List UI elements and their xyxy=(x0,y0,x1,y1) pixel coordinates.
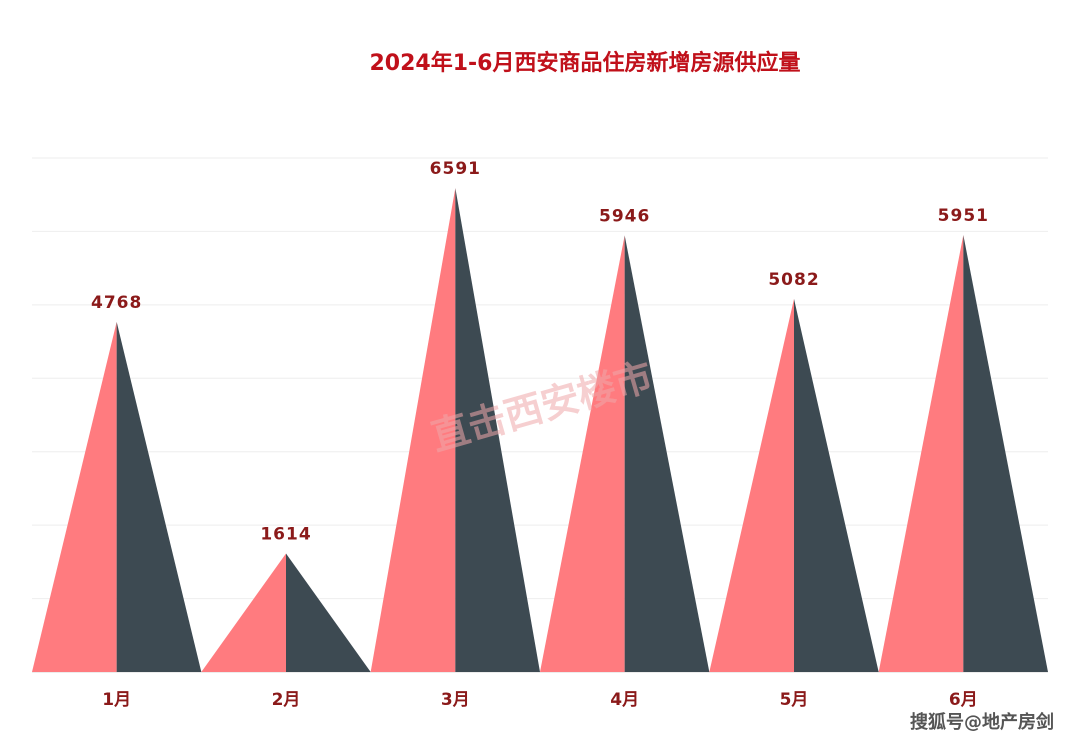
bar-left-face xyxy=(709,298,794,672)
data-label: 1614 xyxy=(260,524,311,544)
grid-lines xyxy=(32,157,1048,673)
data-label: 5946 xyxy=(599,206,650,226)
bar-left-face xyxy=(878,235,964,673)
x-axis-ticks: 1月 2月 3月 4月 5月 6月 xyxy=(102,690,978,710)
bar-left-face xyxy=(32,321,117,672)
bar-left-face xyxy=(540,235,625,672)
bar-right-face xyxy=(963,235,1048,673)
chart-title: 2024年1-6月西安商品住房新增房源供应量 xyxy=(370,50,801,76)
x-tick-label: 4月 xyxy=(610,690,639,710)
data-label: 5082 xyxy=(768,270,819,290)
chart-marks xyxy=(32,188,1048,673)
bar-right-face xyxy=(624,235,710,672)
x-tick-label: 5月 xyxy=(780,690,809,710)
data-label: 4768 xyxy=(91,293,142,313)
bar-left-face xyxy=(201,553,286,672)
bar-right-face xyxy=(455,188,540,672)
bar-right-face xyxy=(116,321,202,672)
data-labels: 4768 1614 6591 5946 5082 5951 xyxy=(91,159,989,544)
x-tick-label: 2月 xyxy=(272,690,301,710)
x-tick-label: 3月 xyxy=(441,690,470,710)
x-tick-label: 1月 xyxy=(102,690,131,710)
bar-right-face xyxy=(286,553,371,672)
bar-right-face xyxy=(794,298,879,672)
bar-left-face xyxy=(370,188,456,672)
data-label: 5951 xyxy=(938,206,989,226)
x-tick-label: 6月 xyxy=(949,690,978,710)
data-label: 6591 xyxy=(430,159,481,179)
source-credit: 搜狐号@地产房剑 xyxy=(910,711,1054,733)
